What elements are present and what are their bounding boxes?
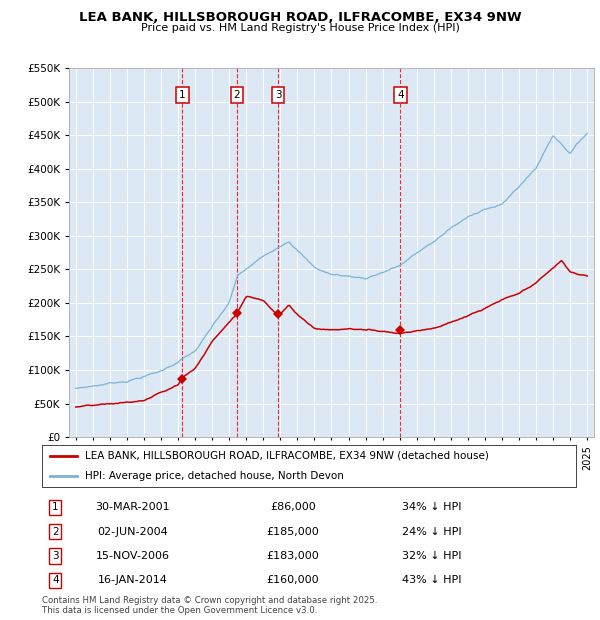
Text: 1: 1 bbox=[52, 502, 59, 513]
Text: 34% ↓ HPI: 34% ↓ HPI bbox=[402, 502, 461, 513]
Text: 15-NOV-2006: 15-NOV-2006 bbox=[96, 551, 170, 561]
Text: 2: 2 bbox=[233, 90, 240, 100]
Text: 16-JAN-2014: 16-JAN-2014 bbox=[98, 575, 168, 585]
Text: 24% ↓ HPI: 24% ↓ HPI bbox=[402, 527, 461, 537]
Text: Contains HM Land Registry data © Crown copyright and database right 2025.
This d: Contains HM Land Registry data © Crown c… bbox=[42, 596, 377, 615]
Text: 2: 2 bbox=[52, 527, 59, 537]
Text: 1: 1 bbox=[179, 90, 185, 100]
Text: £86,000: £86,000 bbox=[270, 502, 316, 513]
Text: Price paid vs. HM Land Registry's House Price Index (HPI): Price paid vs. HM Land Registry's House … bbox=[140, 23, 460, 33]
Text: 3: 3 bbox=[275, 90, 281, 100]
Text: 43% ↓ HPI: 43% ↓ HPI bbox=[402, 575, 461, 585]
Text: HPI: Average price, detached house, North Devon: HPI: Average price, detached house, Nort… bbox=[85, 471, 344, 481]
Text: 3: 3 bbox=[52, 551, 59, 561]
Text: 4: 4 bbox=[397, 90, 404, 100]
Text: 30-MAR-2001: 30-MAR-2001 bbox=[95, 502, 170, 513]
Text: LEA BANK, HILLSBOROUGH ROAD, ILFRACOMBE, EX34 9NW: LEA BANK, HILLSBOROUGH ROAD, ILFRACOMBE,… bbox=[79, 11, 521, 24]
Text: 4: 4 bbox=[52, 575, 59, 585]
Text: £185,000: £185,000 bbox=[266, 527, 319, 537]
Text: LEA BANK, HILLSBOROUGH ROAD, ILFRACOMBE, EX34 9NW (detached house): LEA BANK, HILLSBOROUGH ROAD, ILFRACOMBE,… bbox=[85, 451, 488, 461]
Text: £160,000: £160,000 bbox=[266, 575, 319, 585]
Text: 02-JUN-2004: 02-JUN-2004 bbox=[97, 527, 168, 537]
Text: 32% ↓ HPI: 32% ↓ HPI bbox=[402, 551, 461, 561]
Text: £183,000: £183,000 bbox=[266, 551, 319, 561]
